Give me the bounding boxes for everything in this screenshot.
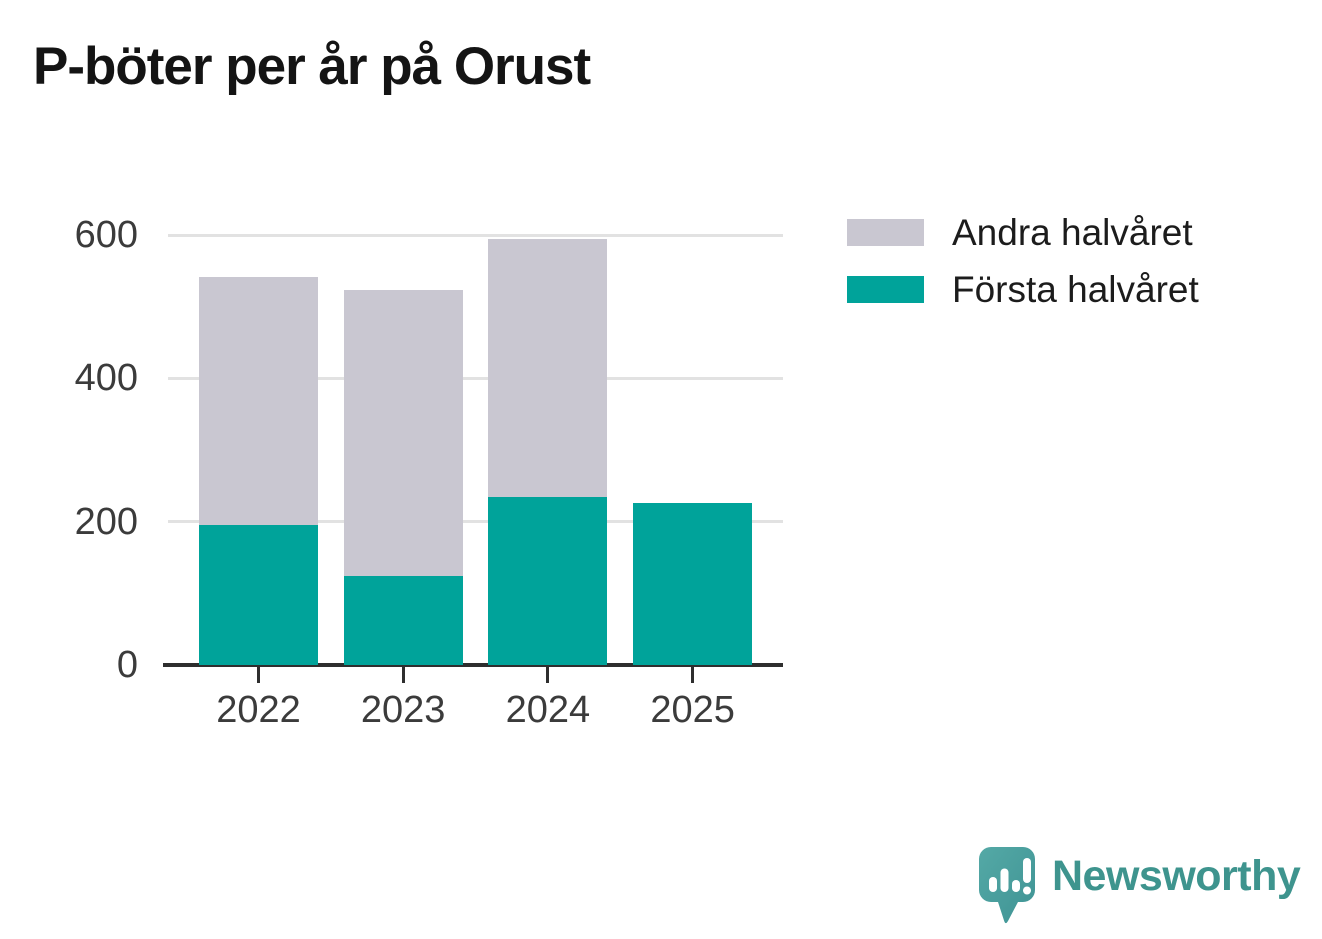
legend-swatch-andra-halvaret [847, 219, 924, 246]
newsworthy-logo-icon [979, 847, 1035, 924]
bar-2022-forsta-halvaret [199, 525, 318, 665]
x-tick-2025 [691, 667, 695, 683]
x-tick-2024 [546, 667, 550, 683]
legend-item-andra-halvaret: Andra halvåret [847, 212, 1199, 253]
legend-item-forsta-halvaret: Första halvåret [847, 269, 1199, 310]
y-tick-label-0: 0 [116, 644, 138, 686]
plot-area: 0 200 400 600 2022 2023 2024 2025 [75, 216, 783, 731]
x-tick-label-2024: 2024 [505, 689, 591, 731]
chart-title: P-böter per år på Orust [33, 37, 591, 96]
bar-2024-andra-halvaret [488, 239, 608, 497]
x-tick-label-2025: 2025 [650, 689, 735, 731]
y-tick-label-200: 200 [74, 500, 138, 543]
newsworthy-logo: Newsworthy [978, 846, 1301, 924]
y-tick-label-400: 400 [74, 357, 138, 400]
bar-2022-andra-halvaret [199, 276, 318, 526]
mini-barchart-exclamation-glyph [989, 858, 1031, 895]
bar-2023-forsta-halvaret [343, 576, 463, 665]
x-tick-label-2022: 2022 [216, 689, 301, 731]
legend-swatch-forsta-halvaret [847, 276, 924, 303]
bar-2025-forsta-halvaret [633, 503, 753, 665]
legend-label-forsta-halvaret: Första halvåret [952, 269, 1199, 310]
x-tick-label-2023: 2023 [360, 689, 446, 731]
bar-2024-forsta-halvaret [488, 496, 608, 665]
legend: Andra halvåret Första halvåret [847, 212, 1199, 333]
gridline-600 [168, 233, 783, 237]
x-axis-line [163, 663, 783, 667]
gridline-200 [168, 520, 783, 524]
x-tick-2022 [257, 667, 260, 683]
gridline-400 [168, 376, 783, 380]
y-tick-label-600: 600 [74, 214, 138, 256]
legend-label-andra-halvaret: Andra halvåret [952, 212, 1193, 253]
bar-2023-andra-halvaret [343, 290, 463, 577]
x-tick-2023 [401, 667, 405, 683]
newsworthy-logo-text: Newsworthy [1052, 852, 1301, 900]
